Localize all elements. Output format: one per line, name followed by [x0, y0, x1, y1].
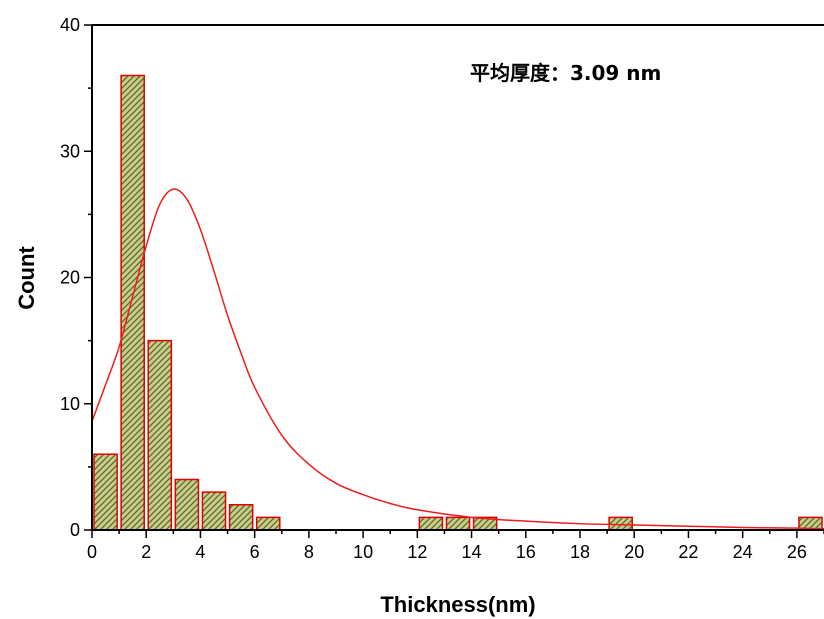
x-tick-label: 4 — [195, 542, 205, 562]
x-tick-label: 10 — [353, 542, 373, 562]
histogram-bar — [120, 74, 145, 531]
x-tick-label: 0 — [87, 542, 97, 562]
y-tick-label: 40 — [60, 15, 80, 35]
y-tick-label: 0 — [70, 520, 80, 540]
y-axis-title: Count — [14, 246, 39, 310]
bars-layer — [93, 74, 823, 531]
x-tick-label: 12 — [407, 542, 427, 562]
histogram-bar — [228, 504, 254, 531]
x-tick-label: 20 — [624, 542, 644, 562]
axes-layer — [91, 24, 824, 531]
histogram-bar — [201, 491, 227, 531]
mean-thickness-annotation: 平均厚度：3.09 nm — [470, 61, 661, 85]
histogram-bar — [93, 453, 118, 531]
histogram-bar — [608, 516, 633, 531]
y-tick-label: 20 — [60, 268, 80, 288]
histogram-bar — [147, 339, 173, 531]
x-tick-label: 16 — [516, 542, 536, 562]
x-tick-label: 26 — [787, 542, 807, 562]
histogram-bar — [174, 478, 200, 531]
fit-curve — [92, 188, 824, 530]
fit-curve-layer — [92, 188, 824, 530]
x-tick-label: 18 — [570, 542, 590, 562]
y-tick-label: 30 — [60, 141, 80, 161]
x-tick-label: 24 — [733, 542, 753, 562]
histogram-bar — [445, 516, 471, 531]
y-tick-label: 10 — [60, 394, 80, 414]
x-tick-label: 2 — [141, 542, 151, 562]
x-tick-label: 8 — [304, 542, 314, 562]
histogram-bar — [255, 516, 281, 531]
histogram-bar — [418, 516, 444, 531]
x-tick-label: 14 — [462, 542, 482, 562]
x-tick-label: 22 — [678, 542, 698, 562]
x-axis-title: Thickness(nm) — [380, 592, 535, 617]
x-tick-label: 6 — [250, 542, 260, 562]
